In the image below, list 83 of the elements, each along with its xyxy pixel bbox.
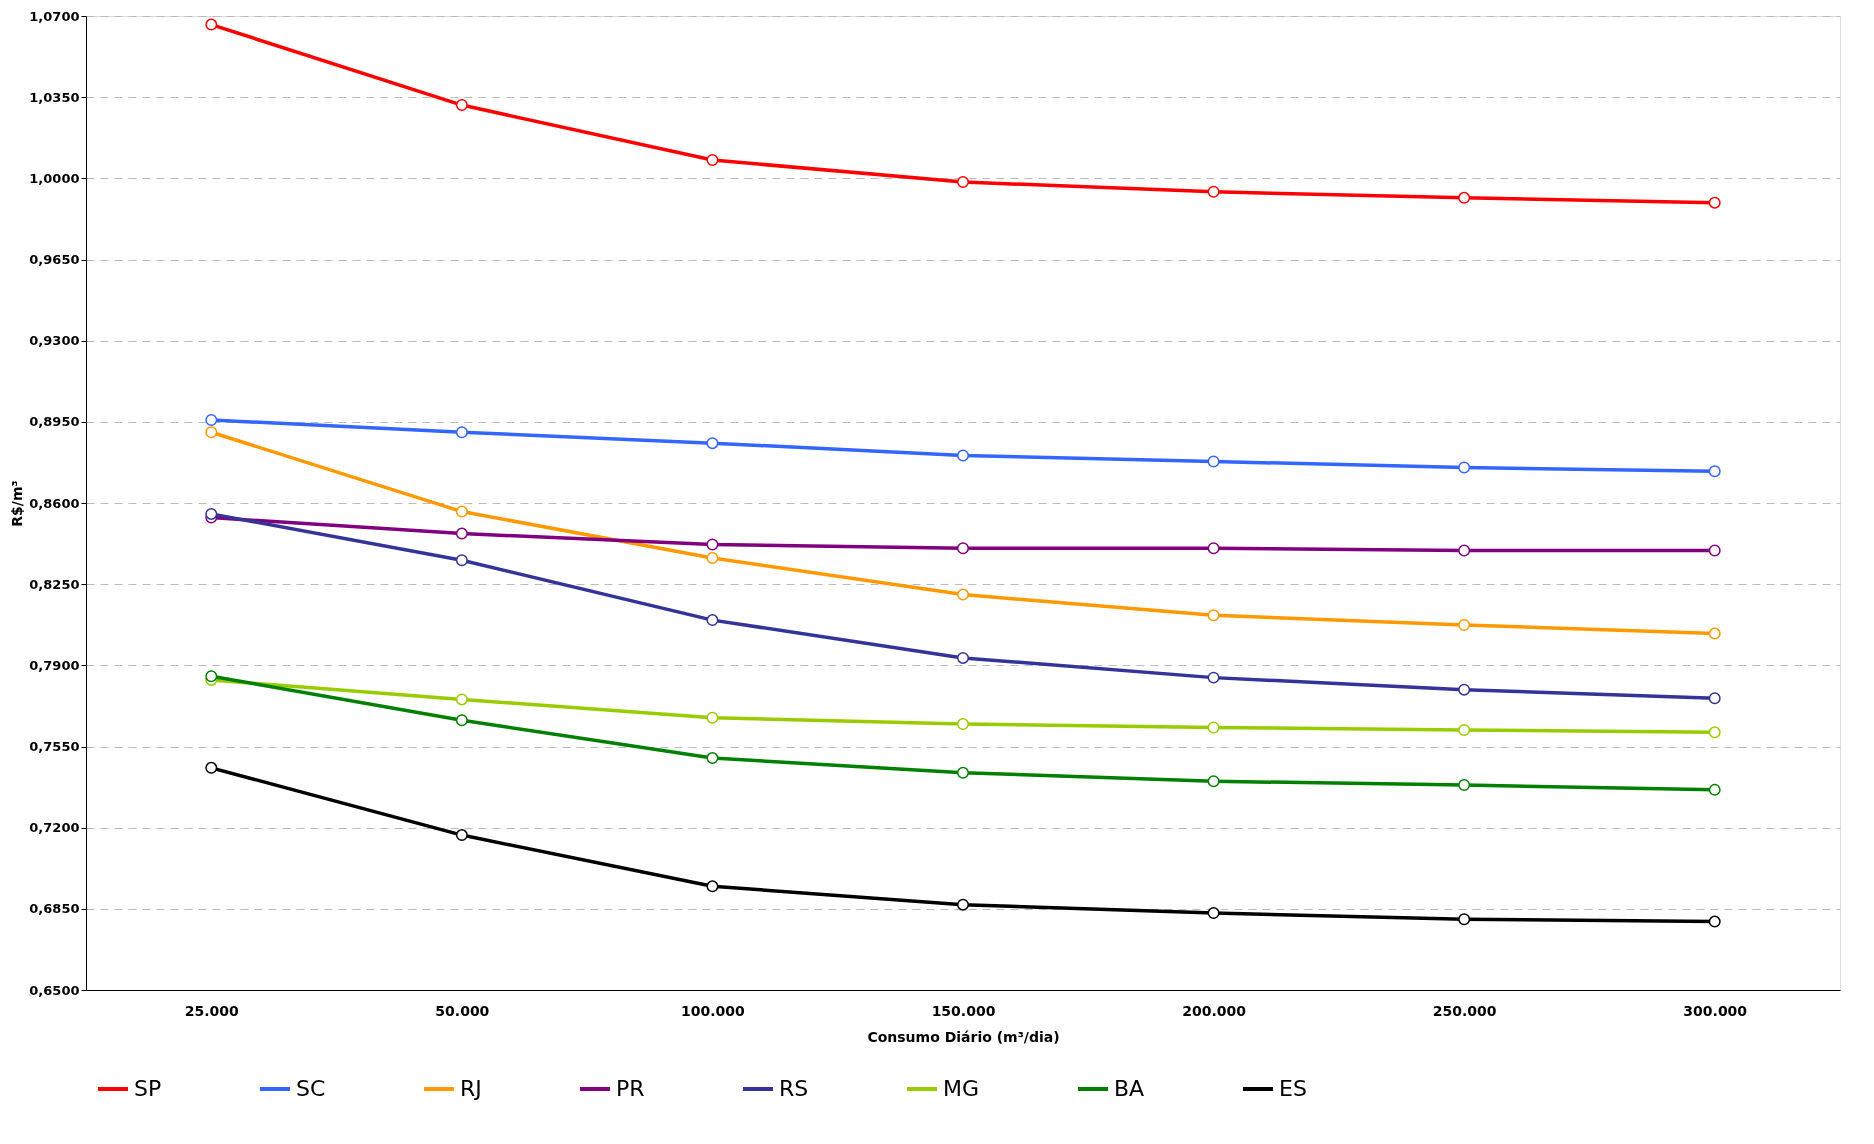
y-tick-label: 0,6850 — [29, 901, 80, 917]
point — [1207, 542, 1220, 555]
point — [706, 711, 719, 724]
point — [1458, 724, 1471, 737]
legend-label: RJ — [460, 1076, 482, 1101]
point — [1708, 726, 1721, 739]
y-tick-label: 0,7900 — [29, 657, 80, 673]
point — [205, 426, 218, 439]
point — [1458, 461, 1471, 474]
point — [1458, 544, 1471, 557]
point — [1207, 185, 1220, 198]
point — [1708, 196, 1721, 209]
point — [1458, 779, 1471, 791]
point — [455, 99, 468, 112]
point — [205, 18, 218, 31]
point — [455, 693, 468, 706]
legend-label: PR — [616, 1076, 645, 1101]
legend-label: SC — [296, 1076, 326, 1101]
point — [205, 507, 218, 520]
point — [1708, 915, 1721, 928]
y-tick-label: 1,0350 — [29, 89, 80, 105]
legend-label: MG — [943, 1076, 980, 1101]
point — [1458, 913, 1471, 926]
point — [1207, 721, 1220, 734]
point — [1708, 544, 1721, 557]
x-axis-title: Consumo Diário (m³/dia) — [867, 1028, 1060, 1045]
point — [205, 413, 218, 426]
legend-label: RS — [779, 1076, 809, 1101]
legend-label: SP — [134, 1076, 162, 1101]
point — [455, 554, 468, 567]
legend-label: ES — [1279, 1076, 1307, 1101]
point — [1708, 692, 1721, 705]
x-tick-label: 25.000 — [184, 1002, 240, 1019]
point — [1207, 671, 1220, 684]
point — [706, 752, 719, 765]
point — [957, 718, 969, 730]
point — [706, 614, 719, 627]
y-tick-label: 0,7550 — [29, 739, 80, 754]
y-tick-label: 0,6500 — [29, 982, 80, 998]
y-tick-label: 1,0000 — [29, 170, 80, 186]
point — [455, 426, 468, 439]
x-tick-label: 300.000 — [1683, 1002, 1748, 1019]
point — [455, 829, 468, 842]
point — [957, 176, 969, 189]
point — [1207, 455, 1220, 468]
point — [957, 766, 969, 779]
y-tick-label: 0,8250 — [29, 576, 80, 592]
x-tick-label: 200.000 — [1182, 1002, 1247, 1019]
point — [1458, 683, 1471, 696]
point — [1458, 619, 1471, 631]
point — [1207, 775, 1220, 788]
x-tick-label: 100.000 — [681, 1002, 746, 1019]
y-tick-label: 0,8950 — [29, 414, 80, 430]
y-tick-label: 0,7200 — [29, 820, 80, 836]
point — [706, 154, 719, 166]
point — [1458, 191, 1471, 204]
x-tick-label: 150.000 — [931, 1002, 996, 1019]
y-tick-label: 0,8600 — [29, 495, 80, 511]
point — [1708, 627, 1721, 640]
point — [957, 588, 969, 601]
point — [957, 898, 969, 911]
y-axis-title: R$/m³ — [9, 480, 26, 527]
point — [957, 651, 969, 664]
point — [957, 449, 969, 462]
point — [455, 714, 468, 727]
point — [1708, 465, 1721, 478]
x-tick-label: 50.000 — [435, 1002, 490, 1019]
point — [455, 527, 468, 540]
point — [205, 761, 218, 774]
point — [706, 437, 719, 450]
point — [706, 551, 719, 564]
y-tick-label: 1,0700 — [29, 8, 80, 24]
y-tick-label: 0,9300 — [29, 333, 80, 349]
point — [957, 542, 969, 555]
point — [1207, 907, 1220, 919]
point — [706, 538, 719, 551]
x-tick-label: 250.000 — [1432, 1002, 1497, 1019]
point — [1708, 783, 1721, 796]
point — [455, 505, 468, 518]
legend-label: BA — [1114, 1076, 1145, 1101]
point — [1207, 609, 1220, 622]
point — [706, 880, 719, 893]
y-tick-label: 0,9650 — [29, 252, 80, 267]
